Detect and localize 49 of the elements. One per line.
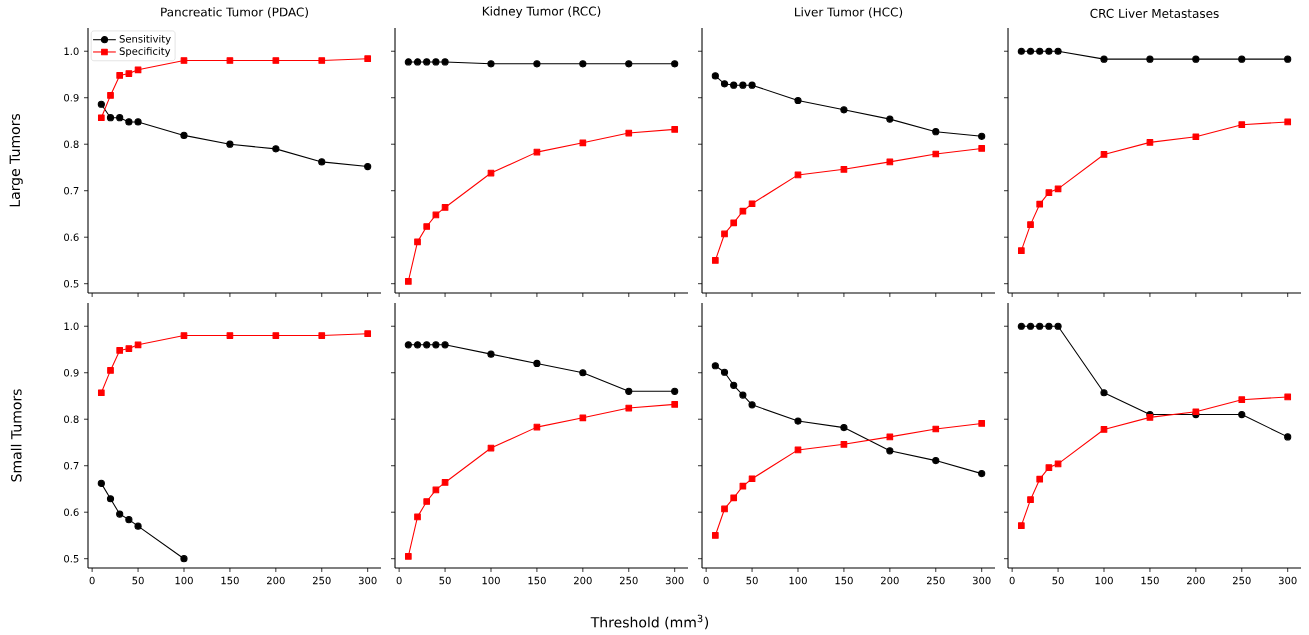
x-tick-label: 250	[619, 576, 638, 585]
chart-title: Liver Tumor (HCC)	[795, 7, 903, 18]
x-tick-label: 200	[267, 576, 285, 585]
x-tick-label: 0	[396, 576, 402, 585]
y-tick-label: 0.9	[64, 368, 79, 377]
x-tick-label: 200	[881, 576, 899, 585]
x-tick-label: 300	[358, 576, 377, 585]
x-tick-label: 300	[665, 576, 684, 585]
x-tick-label: 250	[1232, 576, 1251, 585]
legend-label: Specificity	[119, 47, 171, 57]
x-tick-label: 150	[221, 576, 239, 585]
chart-title: Pancreatic Tumor (PDAC)	[161, 7, 308, 18]
x-tick-label: 50	[132, 576, 144, 585]
x-tick-label: 300	[1278, 576, 1297, 585]
x-tick-label: 150	[528, 576, 546, 585]
x-tick-label: 50	[1052, 576, 1064, 585]
y-axis-title: Large Tumors	[9, 113, 23, 207]
chart-title: CRC Liver Metastases	[1090, 8, 1219, 18]
y-axis-title: Small Tumors	[10, 389, 22, 482]
x-tick-label: 100	[1095, 576, 1113, 585]
y-tick-label: 0.7	[64, 186, 79, 195]
x-axis-title: Threshold (mm$^{3}$)	[590, 614, 709, 630]
legend-label: Sensitivity	[119, 34, 171, 45]
x-tick-label: 50	[746, 576, 758, 585]
x-tick-label: 100	[175, 576, 193, 585]
y-tick-label: 0.6	[64, 233, 79, 241]
x-tick-label: 150	[835, 576, 853, 585]
y-tick-label: 0.8	[64, 415, 79, 424]
x-tick-label: 0	[1009, 576, 1015, 585]
x-tick-label: 100	[789, 576, 807, 585]
y-tick-label: 0.5	[64, 554, 79, 563]
x-tick-label: 300	[972, 576, 991, 585]
x-tick-label: 250	[312, 576, 331, 585]
x-tick-label: 200	[574, 576, 592, 585]
y-tick-label: 0.8	[64, 140, 79, 149]
x-tick-label: 0	[703, 576, 709, 585]
x-tick-label: 50	[439, 576, 451, 585]
x-tick-label: 100	[482, 576, 500, 585]
x-tick-label: 250	[926, 576, 945, 585]
y-tick-label: 0.6	[64, 508, 79, 516]
y-tick-label: 0.7	[64, 461, 79, 470]
x-tick-label: 0	[89, 576, 95, 585]
x-tick-label: 150	[1141, 576, 1159, 585]
chart-title: Kidney Tumor (RCC)	[482, 6, 601, 18]
y-tick-label: 0.9	[64, 93, 79, 102]
y-tick-label: 1.0	[64, 47, 79, 56]
x-tick-label: 200	[1187, 576, 1205, 585]
y-tick-label: 0.5	[64, 279, 79, 288]
y-tick-label: 1.0	[64, 322, 79, 331]
